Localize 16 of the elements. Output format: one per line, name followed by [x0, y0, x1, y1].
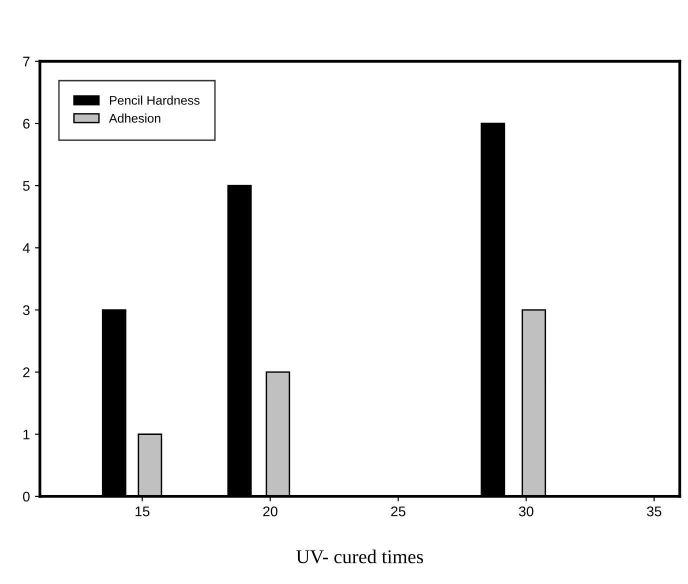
y-tick-label: 2 [23, 367, 30, 378]
y-tick-label: 3 [22, 305, 30, 316]
x-tick-label: 30 [518, 506, 534, 516]
x-tick-label: 20 [263, 506, 278, 516]
legend-label: Adhesion [108, 114, 160, 123]
y-tick-label: 4 [22, 243, 30, 253]
y-tick-label: 5 [23, 181, 30, 191]
x-tick-label: 15 [136, 506, 150, 516]
legend-label: Pencil Hardness [110, 96, 200, 105]
x-axis-title: UV- cured times [296, 550, 424, 564]
y-tick-label: 0 [23, 492, 30, 502]
x-tick-label: 25 [391, 506, 406, 516]
y-tick-label: 6 [23, 118, 30, 129]
y-tick-label: 1 [24, 430, 30, 440]
x-tick-label: 35 [646, 506, 662, 516]
y-tick-label: 7 [23, 56, 30, 66]
